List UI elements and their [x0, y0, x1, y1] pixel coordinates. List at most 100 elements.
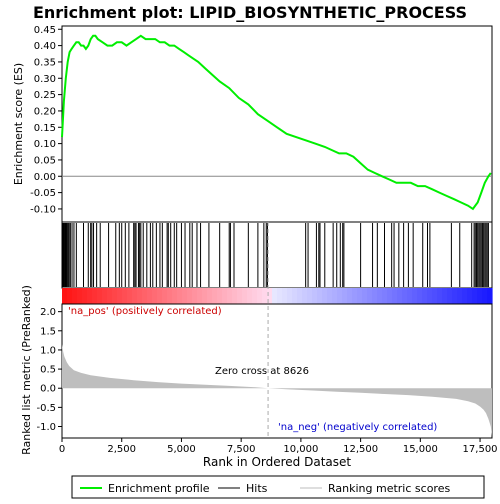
color-bar-segment — [92, 288, 98, 304]
negative-correlation-label: 'na_neg' (negatively correlated) — [278, 422, 437, 433]
color-bar-segment — [72, 288, 78, 304]
es-tick-label: 0.30 — [34, 74, 56, 85]
color-bar-segment — [177, 288, 183, 304]
es-tick-label: -0.10 — [30, 204, 56, 215]
metric-axis-label: Ranked list metric (PreRanked) — [20, 285, 33, 455]
color-bar-segment — [212, 288, 218, 304]
color-bar-segment — [142, 288, 148, 304]
legend: Enrichment profile Hits Ranking metric sco… — [80, 482, 450, 495]
zero-cross-label: Zero cross at 8626 — [215, 366, 309, 377]
es-tick-label: 0.20 — [34, 106, 56, 117]
es-tick-label: 0.15 — [34, 123, 56, 134]
es-tick-label: 0.05 — [34, 155, 56, 166]
es-tick-label: 0.40 — [34, 41, 56, 52]
color-bar-segment — [227, 288, 233, 304]
color-bar-segment — [167, 288, 173, 304]
color-bar-segment — [247, 288, 253, 304]
color-bar-segment — [322, 288, 328, 304]
color-bar-segment — [272, 288, 278, 304]
color-bar-segment — [342, 288, 348, 304]
es-axis: -0.10 -0.05 0.00 0.05 0.10 0.15 0.20 0.25 0.30 0.… — [30, 25, 492, 215]
color-bar-segment — [87, 288, 93, 304]
color-bar-segment — [192, 288, 198, 304]
enrichment-profile-line — [61, 34, 492, 211]
color-bar-segment — [357, 288, 363, 304]
legend-label: Ranking metric scores — [328, 482, 450, 495]
color-bar-segment — [482, 288, 488, 304]
rank-tick-label: 5,000 — [167, 444, 196, 455]
es-tick-label: 0.35 — [34, 57, 56, 68]
color-bar-segment — [117, 288, 123, 304]
metric-axis: -1.0 -0.5 0.0 0.5 1.0 1.5 2.0 0 2,500 5,000 7,500 1… — [36, 307, 497, 455]
color-bar-segment — [427, 288, 433, 304]
legend-label: Hits — [246, 482, 268, 495]
color-bar-segment — [437, 288, 443, 304]
color-bar-segment — [382, 288, 388, 304]
color-bar-segment — [277, 288, 283, 304]
rank-tick-label: 2,500 — [107, 444, 136, 455]
color-bar-segment — [487, 288, 493, 304]
color-bar-segment — [112, 288, 118, 304]
rank-tick-label: 0 — [59, 444, 65, 455]
es-tick-label: 0.25 — [34, 90, 56, 101]
rank-tick-label: 7,500 — [227, 444, 256, 455]
color-bar-segment — [267, 288, 273, 304]
color-bar-segment — [472, 288, 478, 304]
color-bar-segment — [187, 288, 193, 304]
color-bar-segment — [422, 288, 428, 304]
color-bar-segment — [397, 288, 403, 304]
color-bar-segment — [237, 288, 243, 304]
metric-tick-label: 2.0 — [40, 307, 56, 318]
chart-title: Enrichment plot: LIPID_BIOSYNTHETIC_PROC… — [33, 3, 467, 22]
color-bar-segment — [162, 288, 168, 304]
color-bar-segment — [352, 288, 358, 304]
color-bar-segment — [257, 288, 263, 304]
color-bar-segment — [127, 288, 133, 304]
color-bar-segment — [197, 288, 203, 304]
color-bar-segment — [122, 288, 128, 304]
metric-tick-label: 0.5 — [40, 365, 56, 376]
color-bar-segment — [372, 288, 378, 304]
color-bar-segment — [302, 288, 308, 304]
color-bar-segment — [377, 288, 383, 304]
color-bar-segment — [182, 288, 188, 304]
color-bar-segment — [477, 288, 483, 304]
color-bar-segment — [77, 288, 83, 304]
color-bar-segment — [252, 288, 258, 304]
metric-tick-label: -0.5 — [36, 403, 56, 414]
color-bar-segment — [312, 288, 318, 304]
color-bar-segment — [152, 288, 158, 304]
color-bar-segment — [362, 288, 368, 304]
color-bar-segment — [467, 288, 473, 304]
color-bar-segment — [147, 288, 153, 304]
color-bar-segment — [392, 288, 398, 304]
hits-marks — [61, 223, 489, 287]
color-bar-segment — [102, 288, 108, 304]
color-bar-segment — [97, 288, 103, 304]
es-tick-label: -0.05 — [30, 188, 56, 199]
color-bar-segment — [292, 288, 298, 304]
color-bar-segment — [82, 288, 88, 304]
color-bar-segment — [287, 288, 293, 304]
color-bar-segment — [327, 288, 333, 304]
color-bar-segment — [262, 288, 268, 304]
rank-axis-label: Rank in Ordered Dataset — [203, 455, 351, 469]
color-bar-segment — [347, 288, 353, 304]
color-bar-segment — [307, 288, 313, 304]
color-bar-segment — [232, 288, 238, 304]
color-bar-segment — [442, 288, 448, 304]
ranking-metric-area — [62, 344, 492, 437]
metric-tick-label: 1.5 — [40, 326, 56, 337]
metric-tick-label: -1.0 — [36, 422, 56, 433]
color-bar-segment — [282, 288, 288, 304]
color-bar-segment — [387, 288, 393, 304]
legend-label: Enrichment profile — [108, 482, 210, 495]
color-bar-segment — [457, 288, 463, 304]
color-bar-segment — [402, 288, 408, 304]
rank-tick-label: 12,500 — [343, 444, 378, 455]
rank-tick-label: 17,500 — [463, 444, 498, 455]
color-bar-segment — [222, 288, 228, 304]
color-bar-segment — [367, 288, 373, 304]
